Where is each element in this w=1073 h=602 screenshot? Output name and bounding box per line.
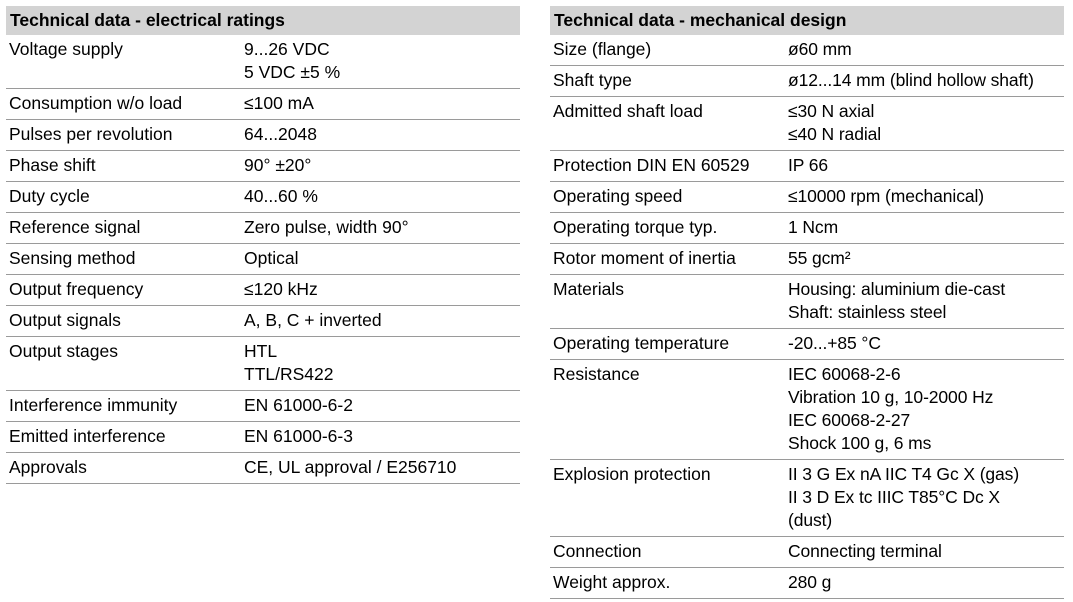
- spec-label: Protection DIN EN 60529: [550, 150, 785, 182]
- spec-value: ≤100 mA: [241, 88, 520, 120]
- spec-value: -20...+85 °C: [785, 328, 1064, 360]
- spec-label: Output frequency: [6, 274, 241, 306]
- table-row: Materials Housing: aluminium die-cast Sha…: [550, 274, 1064, 329]
- spec-value: II 3 G Ex nA IIC T4 Gc X (gas) II 3 D Ex…: [785, 459, 1064, 537]
- electrical-ratings-title: Technical data - electrical ratings: [6, 6, 520, 35]
- electrical-ratings-panel: Technical data - electrical ratings Volt…: [6, 6, 520, 484]
- table-row: Operating torque typ. 1 Ncm: [550, 212, 1064, 244]
- spec-label: Operating temperature: [550, 328, 785, 360]
- spec-value: Connecting terminal: [785, 536, 1064, 568]
- table-row: Operating temperature -20...+85 °C: [550, 328, 1064, 360]
- spec-value: HTL TTL/RS422: [241, 336, 520, 391]
- spec-value: Zero pulse, width 90°: [241, 212, 520, 244]
- spec-value: 90° ±20°: [241, 150, 520, 182]
- table-row: Reference signal Zero pulse, width 90°: [6, 212, 520, 244]
- spec-value: ø12...14 mm (blind hollow shaft): [785, 65, 1064, 97]
- spec-value: Optical: [241, 243, 520, 275]
- spec-value: CE, UL approval / E256710: [241, 452, 520, 484]
- table-row: Admitted shaft load ≤30 N axial ≤40 N rad…: [550, 96, 1064, 151]
- table-row: Shaft type ø12...14 mm (blind hollow shaf…: [550, 65, 1064, 97]
- spec-label: Output stages: [6, 336, 241, 391]
- spec-label: Weight approx.: [550, 567, 785, 599]
- table-row: Approvals CE, UL approval / E256710: [6, 452, 520, 484]
- spec-value: A, B, C + inverted: [241, 305, 520, 337]
- spec-label: Operating speed: [550, 181, 785, 213]
- table-row: Output frequency ≤120 kHz: [6, 274, 520, 306]
- spec-value: ≤120 kHz: [241, 274, 520, 306]
- table-row: Output stages HTL TTL/RS422: [6, 336, 520, 391]
- spec-label: Approvals: [6, 452, 241, 484]
- spec-value: 280 g: [785, 567, 1064, 599]
- spec-value: ø60 mm: [785, 35, 1064, 66]
- electrical-ratings-rows: Voltage supply 9...26 VDC 5 VDC ±5 % Consu…: [6, 35, 520, 484]
- spec-value: 40...60 %: [241, 181, 520, 213]
- spec-label: Phase shift: [6, 150, 241, 182]
- spec-label: Consumption w/o load: [6, 88, 241, 120]
- mechanical-design-title: Technical data - mechanical design: [550, 6, 1064, 35]
- table-row: Consumption w/o load ≤100 mA: [6, 88, 520, 120]
- table-row: Protection DIN EN 60529 IP 66: [550, 150, 1064, 182]
- spec-label: Reference signal: [6, 212, 241, 244]
- table-row: Connection Connecting terminal: [550, 536, 1064, 568]
- spec-label: Size (flange): [550, 35, 785, 66]
- table-row: Phase shift 90° ±20°: [6, 150, 520, 182]
- spec-value: ≤10000 rpm (mechanical): [785, 181, 1064, 213]
- mechanical-design-table: Size (flange) ø60 mm Shaft type ø12...14 mm…: [550, 35, 1064, 599]
- spec-label: Admitted shaft load: [550, 96, 785, 151]
- table-row: Emitted interference EN 61000-6-3: [6, 421, 520, 453]
- mechanical-design-rows: Size (flange) ø60 mm Shaft type ø12...14 mm…: [550, 35, 1064, 599]
- spec-label: Voltage supply: [6, 35, 241, 89]
- spec-value: 1 Ncm: [785, 212, 1064, 244]
- spec-label: Operating torque typ.: [550, 212, 785, 244]
- spec-label: Connection: [550, 536, 785, 568]
- spec-label: Output signals: [6, 305, 241, 337]
- spec-value: ≤30 N axial ≤40 N radial: [785, 96, 1064, 151]
- spec-value: 9...26 VDC 5 VDC ±5 %: [241, 35, 520, 89]
- mechanical-design-panel: Technical data - mechanical design Size …: [550, 6, 1064, 599]
- table-row: Explosion protection II 3 G Ex nA IIC T4 …: [550, 459, 1064, 537]
- spec-label: Sensing method: [6, 243, 241, 275]
- spec-label: Pulses per revolution: [6, 119, 241, 151]
- spec-label: Rotor moment of inertia: [550, 243, 785, 275]
- table-row: Pulses per revolution 64...2048: [6, 119, 520, 151]
- spec-value: 64...2048: [241, 119, 520, 151]
- spec-label: Duty cycle: [6, 181, 241, 213]
- spec-label: Interference immunity: [6, 390, 241, 422]
- spec-label: Emitted interference: [6, 421, 241, 453]
- table-row: Resistance IEC 60068-2-6 Vibration 10 g, …: [550, 359, 1064, 460]
- table-row: Size (flange) ø60 mm: [550, 35, 1064, 66]
- spec-label: Shaft type: [550, 65, 785, 97]
- spec-value: 55 gcm²: [785, 243, 1064, 275]
- table-row: Sensing method Optical: [6, 243, 520, 275]
- spec-label: Resistance: [550, 359, 785, 460]
- spec-value: EN 61000-6-2: [241, 390, 520, 422]
- spec-value: Housing: aluminium die-cast Shaft: stain…: [785, 274, 1064, 329]
- table-row: Rotor moment of inertia 55 gcm²: [550, 243, 1064, 275]
- electrical-ratings-table: Voltage supply 9...26 VDC 5 VDC ±5 % Consu…: [6, 35, 520, 484]
- table-row: Operating speed ≤10000 rpm (mechanical): [550, 181, 1064, 213]
- spec-value: EN 61000-6-3: [241, 421, 520, 453]
- table-row: Weight approx. 280 g: [550, 567, 1064, 599]
- spec-value: IP 66: [785, 150, 1064, 182]
- table-row: Interference immunity EN 61000-6-2: [6, 390, 520, 422]
- spec-label: Explosion protection: [550, 459, 785, 537]
- spec-value: IEC 60068-2-6 Vibration 10 g, 10-2000 Hz…: [785, 359, 1064, 460]
- table-row: Voltage supply 9...26 VDC 5 VDC ±5 %: [6, 35, 520, 89]
- table-row: Output signals A, B, C + inverted: [6, 305, 520, 337]
- spec-label: Materials: [550, 274, 785, 329]
- table-row: Duty cycle 40...60 %: [6, 181, 520, 213]
